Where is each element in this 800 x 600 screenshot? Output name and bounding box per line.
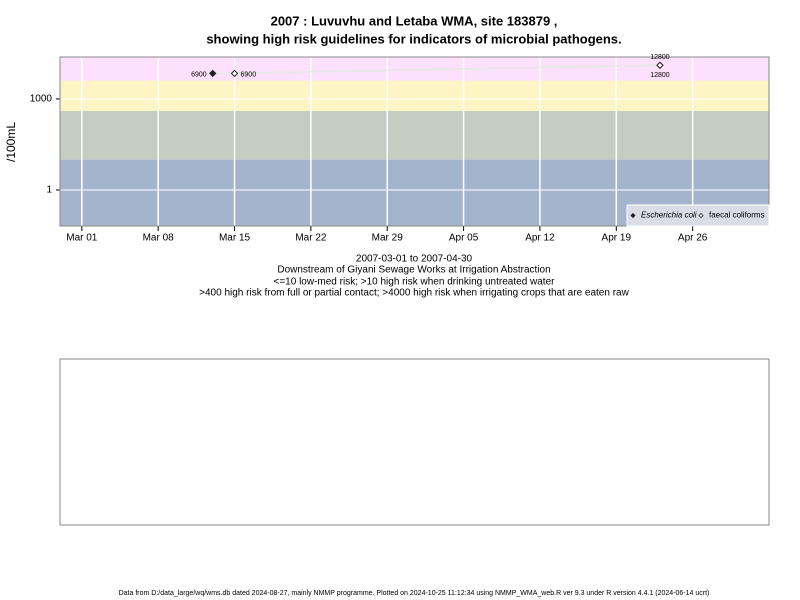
x-tick-label: Mar 29 xyxy=(372,233,404,244)
note: Downstream of Giyani Sewage Works at Irr… xyxy=(277,265,550,276)
data-point xyxy=(209,69,217,78)
legend-label: faecal coliforms xyxy=(709,211,765,220)
x-tick-label: Apr 26 xyxy=(678,233,708,244)
x-axis-label: 2007-03-01 to 2007-04-30 xyxy=(356,254,473,265)
x-tick-label: Mar 01 xyxy=(66,233,98,244)
series-line xyxy=(234,64,660,75)
risk-band xyxy=(60,80,769,111)
data-label: 6900 xyxy=(191,71,207,78)
footer: Data from D:/data_large/wq/wms.db dated … xyxy=(119,590,710,597)
y-tick-label: 1 xyxy=(46,185,52,196)
data-label: 12800 xyxy=(650,54,670,61)
legend-label: Escherichia coli xyxy=(641,211,697,220)
data-label: 12800 xyxy=(650,72,670,79)
plot-frame xyxy=(59,56,770,227)
x-tick-label: Mar 15 xyxy=(219,233,251,244)
chart-subtitle: showing high risk guidelines for indicat… xyxy=(206,31,621,46)
legend-box xyxy=(626,204,770,227)
y-tick-label: 1000 xyxy=(30,94,53,105)
risk-band xyxy=(60,57,769,81)
x-tick-label: Apr 05 xyxy=(449,233,479,244)
legend-marker xyxy=(630,212,636,219)
empty-panel xyxy=(59,358,770,526)
note: >400 high risk from full or partial cont… xyxy=(199,288,629,299)
legend-marker xyxy=(698,212,704,219)
x-tick-label: Mar 08 xyxy=(143,233,175,244)
x-tick-label: Apr 19 xyxy=(602,233,632,244)
y-axis-label: /100mL xyxy=(4,122,18,162)
note: <=10 low-med risk; >10 high risk when dr… xyxy=(274,277,556,288)
chart-title: 2007 : Luvuvhu and Letaba WMA, site 1838… xyxy=(271,13,558,28)
data-label: 6900 xyxy=(241,71,257,78)
x-tick-label: Mar 22 xyxy=(295,233,327,244)
x-tick-label: Apr 12 xyxy=(525,233,555,244)
data-point xyxy=(230,69,239,78)
data-point xyxy=(656,61,664,69)
risk-band xyxy=(60,110,769,160)
